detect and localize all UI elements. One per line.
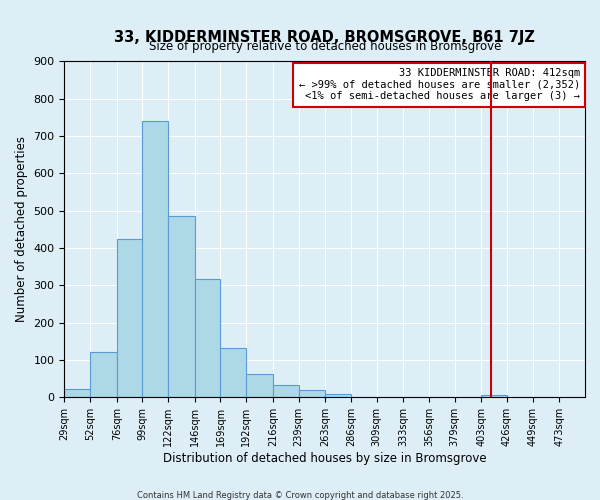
Bar — [325, 394, 351, 398]
Bar — [168, 216, 195, 398]
Bar — [273, 386, 299, 398]
Bar — [117, 238, 142, 398]
Title: 33, KIDDERMINSTER ROAD, BROMSGROVE, B61 7JZ: 33, KIDDERMINSTER ROAD, BROMSGROVE, B61 … — [114, 30, 535, 45]
Bar — [142, 121, 168, 398]
Bar — [195, 278, 220, 398]
Bar — [90, 352, 117, 398]
Bar — [64, 389, 90, 398]
Bar — [299, 390, 325, 398]
Text: Size of property relative to detached houses in Bromsgrove: Size of property relative to detached ho… — [149, 40, 501, 53]
Y-axis label: Number of detached properties: Number of detached properties — [15, 136, 28, 322]
X-axis label: Distribution of detached houses by size in Bromsgrove: Distribution of detached houses by size … — [163, 452, 487, 465]
Bar — [481, 396, 507, 398]
Bar — [246, 374, 273, 398]
Text: 33 KIDDERMINSTER ROAD: 412sqm
← >99% of detached houses are smaller (2,352)
<1% : 33 KIDDERMINSTER ROAD: 412sqm ← >99% of … — [299, 68, 580, 102]
Text: Contains HM Land Registry data © Crown copyright and database right 2025.: Contains HM Land Registry data © Crown c… — [137, 490, 463, 500]
Bar — [220, 348, 246, 398]
